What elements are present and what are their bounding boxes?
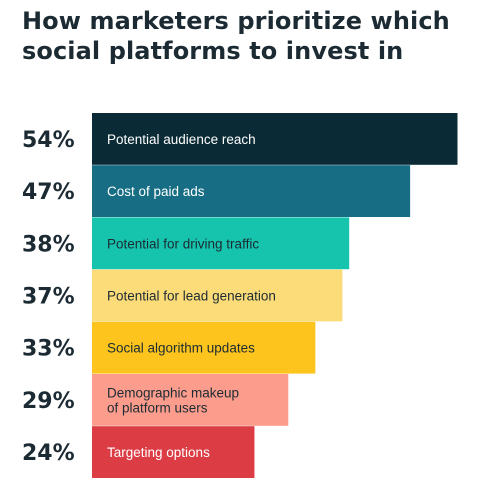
chart-title: How marketers prioritize which social pl…: [22, 7, 450, 65]
bar-targeting-options: [92, 426, 255, 478]
category-label-potential-for-lead-generation: Potential for lead generation: [107, 289, 276, 304]
value-label-social-algorithm-updates: 33%: [22, 337, 75, 362]
bar-potential-for-lead-generation: [92, 269, 343, 322]
category-label-potential-audience-reach: Potential audience reach: [107, 132, 256, 147]
category-label-cost-of-paid-ads: Cost of paid ads: [107, 184, 205, 199]
value-label-potential-for-driving-traffic: 38%: [22, 232, 75, 257]
bar-cost-of-paid-ads: [92, 165, 411, 217]
value-label-potential-audience-reach: 54%: [22, 128, 75, 153]
bar-potential-for-driving-traffic: [92, 217, 350, 270]
category-label-demographic-makeup-of-platform-users: Demographic makeup of platform users: [107, 385, 239, 415]
value-label-cost-of-paid-ads: 47%: [22, 180, 75, 205]
value-label-demographic-makeup-of-platform-users: 29%: [22, 389, 75, 414]
category-label-targeting-options: Targeting options: [107, 445, 210, 460]
category-label-social-algorithm-updates: Social algorithm updates: [107, 341, 255, 356]
bar-potential-audience-reach: [92, 113, 458, 165]
value-label-potential-for-lead-generation: 37%: [22, 285, 75, 310]
bar-social-algorithm-updates: [92, 321, 316, 374]
value-label-targeting-options: 24%: [22, 441, 75, 466]
bar-demographic-makeup-of-platform-users: [92, 374, 289, 426]
category-label-potential-for-driving-traffic: Potential for driving traffic: [107, 236, 259, 251]
